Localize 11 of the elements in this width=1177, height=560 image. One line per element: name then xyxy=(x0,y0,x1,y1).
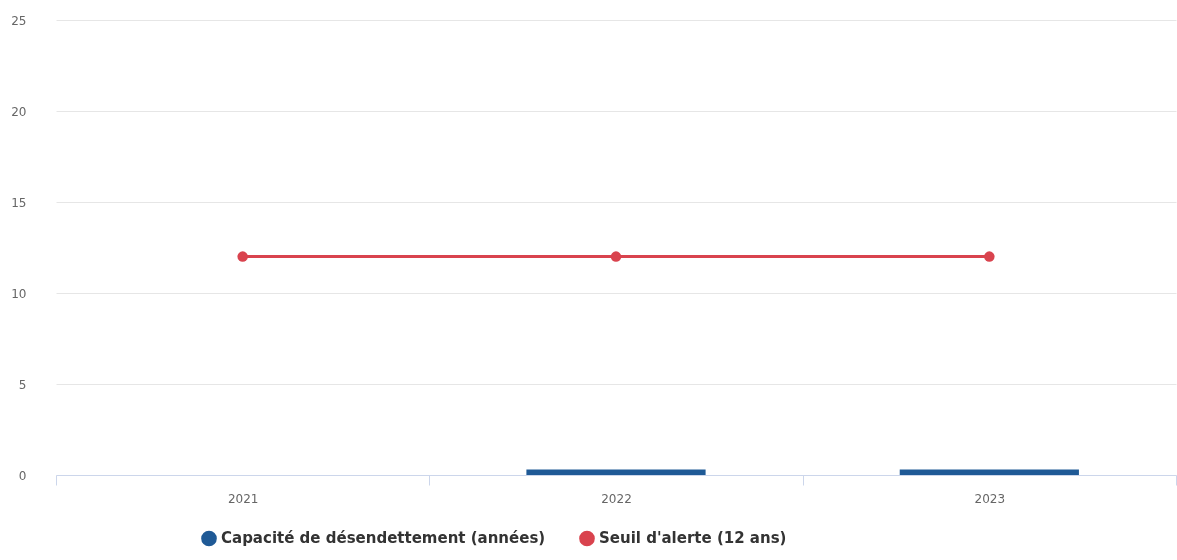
y-tick-label: 5 xyxy=(18,377,27,392)
y-tick-label: 20 xyxy=(11,104,27,119)
y-tick-label: 25 xyxy=(11,13,27,28)
legend-label: Capacité de désendettement (années) xyxy=(221,529,546,548)
y-tick-label: 0 xyxy=(18,468,27,483)
y-tick-label: 15 xyxy=(11,195,27,210)
legend-label: Seuil d'alerte (12 ans) xyxy=(599,529,787,548)
x-tick-label: 2023 xyxy=(974,491,1006,506)
x-tick-label: 2022 xyxy=(601,491,632,506)
y-tick-label: 10 xyxy=(11,286,27,301)
x-tick-label: 2021 xyxy=(227,491,259,506)
